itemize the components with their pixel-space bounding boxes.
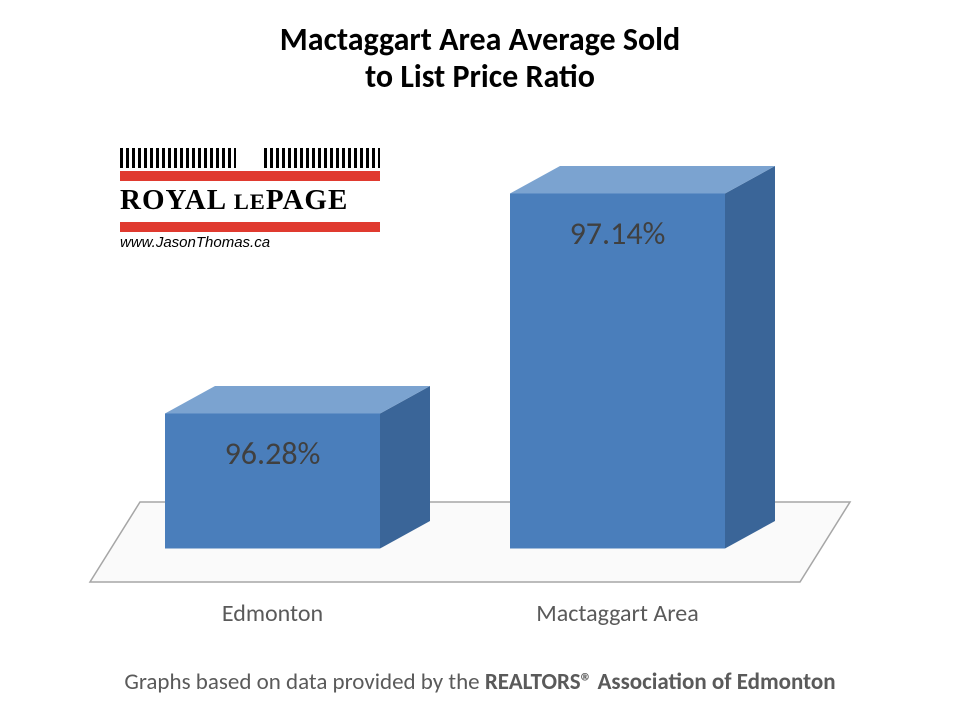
- datalabel-edmonton: 96.28%: [165, 434, 380, 473]
- footnote-pre: Graphs based on data provided by the: [124, 668, 484, 696]
- footnote-bold: REALTORS® Association of Edmonton: [485, 668, 836, 696]
- category-label-mactaggart: Mactaggart Area: [480, 599, 755, 628]
- chart-stage: 96.28% Edmonton 97.14% Mactaggart Area: [80, 150, 880, 590]
- category-label-edmonton: Edmonton: [135, 599, 410, 628]
- chart-title-line1: Mactaggart Area Average Sold: [280, 20, 680, 59]
- chart-footnote: Graphs based on data provided by the REA…: [0, 668, 960, 696]
- datalabel-mactaggart: 97.14%: [510, 214, 725, 253]
- chart-title-line2: to List Price Ratio: [365, 57, 595, 96]
- chart-title: Mactaggart Area Average Sold to List Pri…: [0, 0, 960, 96]
